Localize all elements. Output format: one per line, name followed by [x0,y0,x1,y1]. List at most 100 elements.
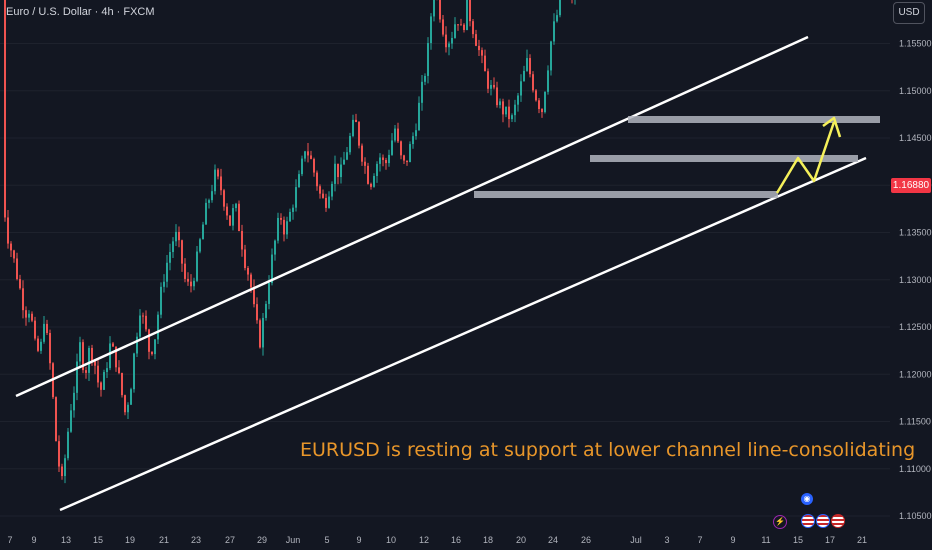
candle-body [307,151,309,156]
candle-body [463,24,465,30]
candle-body [517,95,519,105]
x-tick-label: 21 [857,535,867,545]
us-flag-icon[interactable] [801,514,815,528]
candle-body [49,333,51,364]
candle-body [58,441,60,467]
x-tick-label: Jul [630,535,642,545]
candle-body [334,163,336,184]
y-tick-label: 1.12500 [899,322,932,332]
us-flag-icon[interactable] [816,514,830,528]
candle-body [85,370,87,373]
candle-body [202,224,204,240]
candle-body [187,278,189,282]
candle-body [127,404,129,413]
projection-arrow-path[interactable] [775,121,836,194]
resistance-zone-top[interactable] [628,116,880,123]
x-tick-label: 3 [664,535,669,545]
candle-body [277,217,279,241]
candle-body [382,157,384,160]
candle-body [286,221,288,235]
resistance-zone-middle[interactable] [590,155,858,162]
candle-body [7,217,9,244]
grid [0,43,890,517]
candle-body [340,164,342,178]
x-tick-label: 15 [93,535,103,545]
drawings[interactable] [15,35,880,512]
candle-body [121,373,123,396]
upper-channel-line[interactable] [15,35,809,398]
candle-body [325,197,327,208]
candle-body [262,317,264,348]
lightning-icon[interactable]: ⚡ [773,515,787,529]
x-tick-label: 11 [761,535,770,545]
candle-body [337,163,339,178]
x-tick-label: 9 [356,535,361,545]
candle-body [535,90,537,101]
support-zone[interactable] [474,191,778,198]
x-tick-label: 7 [697,535,702,545]
time-axis[interactable]: 7 9 13 15 19 21 23 27 29 Jun 5 9 10 12 16 18 20 24 26 Jul 3 7… [7,535,867,545]
x-tick-label: 21 [159,535,169,545]
candle-body [406,160,408,163]
candle-body [553,21,555,42]
candle-body [433,0,435,17]
candle-body [532,74,534,91]
candle-body [28,313,30,318]
candle-body [547,70,549,92]
candle-body [166,262,168,282]
candle-body [133,353,135,390]
candle-body [181,240,183,264]
annotation-text[interactable]: EURUSD is resting at support at lower ch… [300,439,915,461]
candle-body [211,191,213,201]
candle-body [559,0,561,16]
candle-body [313,158,315,173]
candle-body [352,119,354,137]
candle-body [10,243,12,251]
candle-body [196,251,198,281]
x-tick-label: 27 [225,535,235,545]
candle-body [502,101,504,115]
candle-body [388,154,390,164]
candle-body [226,206,228,216]
candle-body [250,274,252,288]
candle-body [343,159,345,165]
candle-body [190,281,192,287]
candle-body [34,320,36,339]
candle-body [247,267,249,275]
candle-body [223,190,225,207]
candle-body [112,343,114,347]
candle-body [289,211,291,222]
candle-body [256,304,258,321]
candle-body [460,24,462,26]
candle-body [454,24,456,38]
candle-body [73,392,75,411]
y-tick-label: 1.15500 [899,39,932,49]
y-tick-label: 1.13500 [899,228,932,238]
y-tick-label: 1.16000 [899,0,932,1]
x-tick-label: 17 [825,535,835,545]
candle-body [271,254,273,284]
currency-button[interactable]: USD [893,2,925,24]
candle-body [97,365,99,383]
candle-body [355,119,357,123]
candle-body [358,122,360,146]
candle-body [295,187,297,208]
candle-body [244,249,246,268]
candle-body [16,258,18,280]
candle-body [472,21,474,35]
globe-icon[interactable]: ◉ [801,493,813,505]
candle-body [328,196,330,208]
candle-body [154,339,156,355]
us-flag-icon[interactable] [831,514,845,528]
candle-body [205,202,207,225]
lower-channel-line[interactable] [59,156,867,512]
candle-body [259,320,261,348]
candle-body [208,200,210,203]
candle-body [70,410,72,432]
x-tick-label: 24 [548,535,558,545]
candle-body [364,161,366,166]
candle-body [268,283,270,304]
candle-body [487,71,489,89]
